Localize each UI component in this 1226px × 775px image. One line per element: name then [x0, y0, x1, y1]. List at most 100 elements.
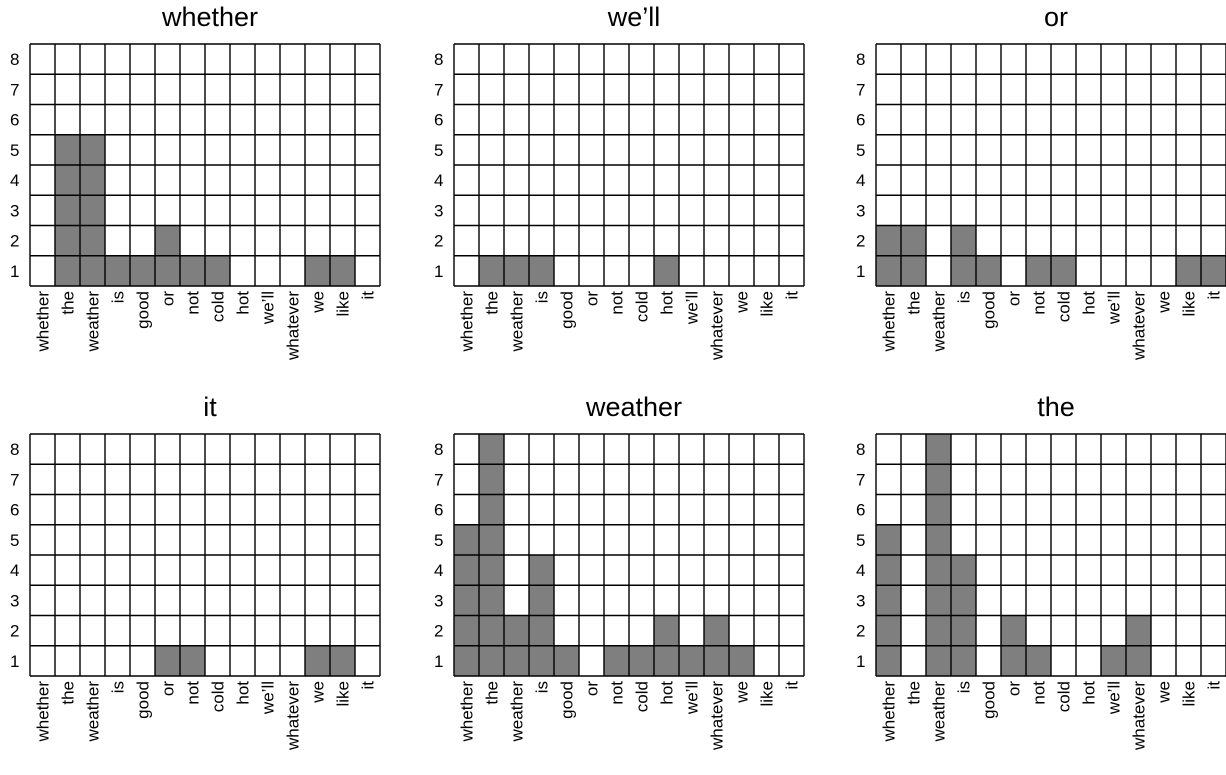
x-tick-label: or	[1005, 291, 1024, 306]
x-tick-label: not	[608, 291, 627, 315]
filled-cell	[926, 434, 951, 464]
x-tick-label: it	[783, 681, 802, 690]
filled-cell	[876, 585, 901, 615]
x-tick-label: whether	[880, 291, 899, 353]
y-tick-label: 4	[856, 561, 865, 580]
y-tick-label: 7	[10, 80, 19, 99]
x-tick-label: good	[980, 681, 999, 719]
y-tick-label: 8	[10, 440, 19, 459]
x-tick-label: hot	[234, 291, 253, 315]
x-tick-label: whatever	[284, 681, 303, 751]
filled-cell	[479, 525, 504, 555]
filled-cell	[305, 256, 330, 286]
x-tick-label: cold	[633, 291, 652, 322]
filled-cell	[554, 646, 579, 676]
x-tick-label: whether	[458, 291, 477, 353]
filled-cell	[504, 256, 529, 286]
chart-panel-or: or 1 2 3 4 5 6 7 8 whether the weather is good or not c…	[846, 0, 1226, 385]
chart-panel-it: it 1 2 3 4 5 6 7 8 whether the weather is good or not c…	[0, 390, 400, 775]
filled-cell	[130, 256, 155, 286]
chart-plot: 1 2 3 4 5 6 7 8 whether the weather is good or not cold…	[424, 0, 824, 385]
x-tick-label: it	[1205, 681, 1224, 690]
x-tick-label: not	[184, 291, 203, 315]
x-tick-label: not	[184, 681, 203, 705]
y-tick-label: 8	[856, 50, 865, 69]
x-tick-label: good	[558, 291, 577, 329]
filled-cell	[479, 434, 504, 464]
filled-cell	[454, 646, 479, 676]
y-tick-label: 6	[10, 501, 19, 520]
x-tick-label: we	[309, 681, 328, 704]
x-tick-label: like	[1180, 681, 1199, 707]
y-tick-label: 1	[434, 652, 443, 671]
x-tick-label: is	[109, 291, 128, 303]
x-tick-label: we	[309, 291, 328, 314]
y-tick-label: 5	[10, 531, 19, 550]
chart-plot: 1 2 3 4 5 6 7 8 whether the weather is good or not cold…	[0, 0, 400, 385]
x-tick-label: weather	[84, 291, 103, 353]
x-tick-label: hot	[234, 681, 253, 705]
chart-panel-weather: weather 1 2 3 4 5 6 7 8 whether the weather is good o…	[424, 390, 824, 775]
filled-cell	[926, 464, 951, 494]
x-tick-label: we’ll	[683, 681, 702, 715]
filled-cell	[529, 616, 554, 646]
filled-cell	[704, 616, 729, 646]
filled-cell	[305, 646, 330, 676]
y-tick-label: 4	[434, 171, 443, 190]
x-tick-label: whatever	[708, 291, 727, 361]
filled-cell	[951, 555, 976, 585]
y-tick-label: 2	[434, 232, 443, 251]
x-tick-label: we’ll	[1105, 291, 1124, 325]
filled-cell	[55, 256, 80, 286]
filled-cell	[876, 226, 901, 256]
filled-cell	[926, 646, 951, 676]
y-tick-label: 8	[856, 440, 865, 459]
x-tick-label: we	[733, 291, 752, 314]
x-tick-label: weather	[930, 681, 949, 743]
y-tick-label: 7	[10, 470, 19, 489]
x-tick-label: the	[483, 291, 502, 315]
filled-cell	[1126, 616, 1151, 646]
filled-cell	[704, 646, 729, 676]
filled-cell	[951, 616, 976, 646]
y-tick-label: 7	[856, 80, 865, 99]
filled-cell	[180, 256, 205, 286]
x-tick-label: weather	[930, 291, 949, 353]
x-tick-label: it	[359, 291, 378, 300]
y-tick-label: 7	[856, 470, 865, 489]
filled-cell	[926, 495, 951, 525]
filled-cell	[55, 226, 80, 256]
filled-cell	[976, 256, 1001, 286]
x-tick-label: we	[1155, 291, 1174, 314]
filled-cell	[479, 616, 504, 646]
filled-cell	[504, 616, 529, 646]
y-tick-label: 1	[10, 652, 19, 671]
filled-cell	[1001, 646, 1026, 676]
x-tick-label: like	[758, 291, 777, 317]
filled-cell	[80, 256, 105, 286]
filled-cell	[479, 464, 504, 494]
x-tick-label: or	[159, 291, 178, 306]
chart-plot: 1 2 3 4 5 6 7 8 whether the weather is good or not cold…	[0, 390, 400, 775]
filled-cell	[951, 646, 976, 676]
y-tick-label: 4	[10, 171, 19, 190]
filled-cell	[1026, 256, 1051, 286]
chart-plot: 1 2 3 4 5 6 7 8 whether the weather is good or not cold…	[424, 390, 824, 775]
chart-panel-the: the 1 2 3 4 5 6 7 8 whether the weather is good or not…	[846, 390, 1226, 775]
filled-cell	[454, 585, 479, 615]
x-tick-label: not	[1030, 681, 1049, 705]
filled-cell	[205, 256, 230, 286]
y-tick-label: 8	[434, 440, 443, 459]
y-tick-label: 5	[10, 141, 19, 160]
y-tick-label: 2	[10, 232, 19, 251]
filled-cell	[926, 525, 951, 555]
x-tick-label: the	[905, 681, 924, 705]
filled-cell	[654, 616, 679, 646]
filled-cell	[80, 165, 105, 195]
y-tick-label: 5	[434, 531, 443, 550]
x-tick-label: we’ll	[259, 291, 278, 325]
x-tick-label: whether	[458, 681, 477, 743]
x-tick-label: weather	[508, 681, 527, 743]
y-tick-label: 5	[856, 531, 865, 550]
y-tick-label: 6	[10, 111, 19, 130]
